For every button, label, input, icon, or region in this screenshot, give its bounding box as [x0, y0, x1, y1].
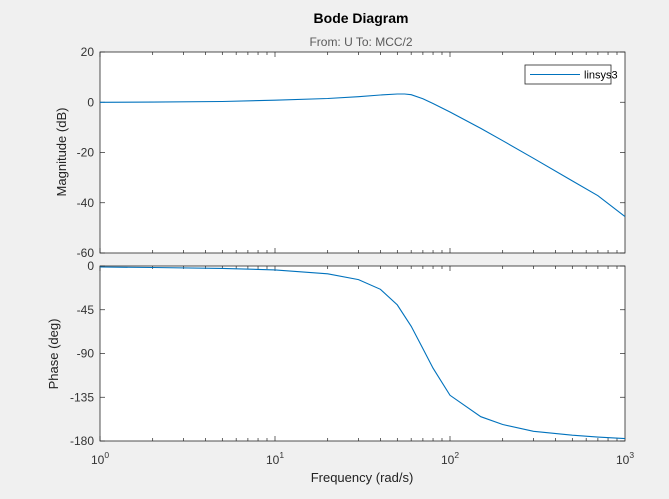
- magnitude-y-tick-label: 0: [87, 95, 94, 109]
- magnitude-grid: [99, 51, 625, 254]
- x-tick-label: 100: [91, 450, 109, 467]
- phase-y-tick-label: 0: [87, 259, 94, 273]
- phase-x-ticks: 100 101 102 103: [91, 450, 634, 467]
- phase-y-tick-label: -180: [70, 434, 94, 448]
- magnitude-series-line-linsys3: [99, 93, 626, 218]
- phase-grid: [99, 265, 625, 442]
- chart-subtitle: From: U To: MCC/2: [309, 35, 412, 49]
- x-tick-label: 103: [616, 450, 634, 467]
- legend[interactable]: linsys3: [524, 64, 618, 85]
- phase-y-ticks: 0 -45 -90 -135 -180: [70, 259, 94, 448]
- magnitude-plot-area: [99, 93, 626, 218]
- magnitude-y-tick-label: -20: [77, 146, 95, 160]
- phase-series-line-linsys3: [99, 266, 626, 440]
- magnitude-axes[interactable]: [99, 51, 626, 254]
- x-tick-label: 102: [441, 450, 459, 467]
- phase-plot-area: [99, 266, 626, 440]
- legend-label-linsys3: linsys3: [584, 70, 618, 82]
- magnitude-y-tick-label: -40: [77, 196, 95, 210]
- magnitude-y-tick-label: 20: [81, 45, 95, 59]
- phase-y-tick-label: -90: [77, 347, 95, 361]
- x-tick-label: 101: [266, 450, 284, 467]
- magnitude-ylabel: Magnitude (dB): [54, 108, 69, 197]
- phase-y-tick-label: -135: [70, 390, 94, 404]
- magnitude-y-ticks: 20 0 -20 -40 -60: [77, 45, 95, 260]
- phase-axes[interactable]: [99, 265, 626, 442]
- chart-title: Bode Diagram: [314, 10, 409, 26]
- phase-y-tick-label: -45: [77, 303, 95, 317]
- magnitude-y-tick-label: -60: [77, 246, 95, 260]
- x-axis-label: Frequency (rad/s): [311, 470, 414, 485]
- phase-ylabel: Phase (deg): [46, 319, 61, 390]
